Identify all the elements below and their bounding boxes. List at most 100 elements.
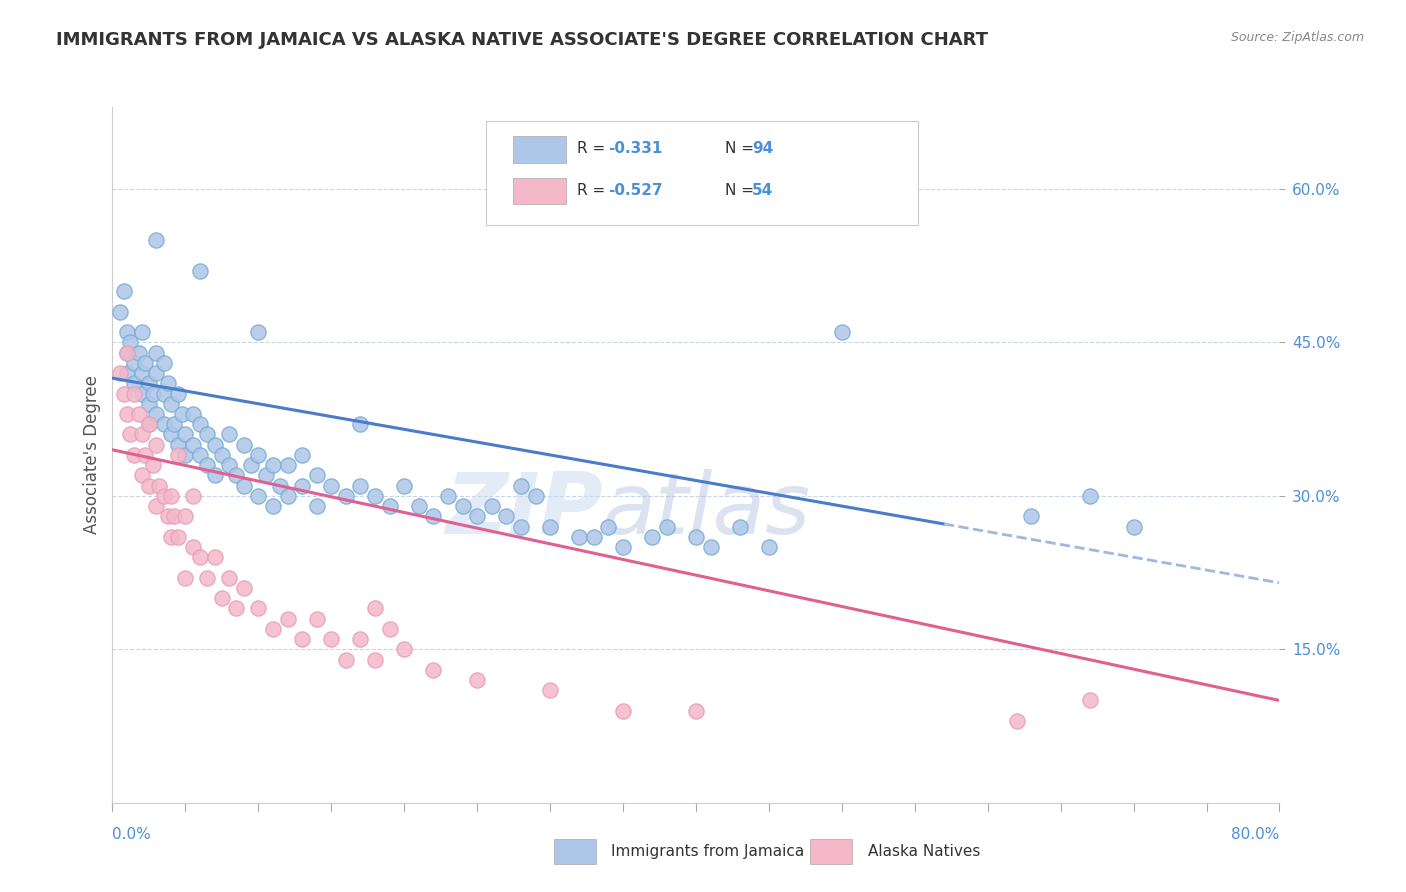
Point — [262, 499, 284, 513]
Point — [152, 417, 174, 432]
Point — [364, 489, 387, 503]
Point — [538, 519, 561, 533]
Point — [291, 632, 314, 646]
Text: Immigrants from Jamaica: Immigrants from Jamaica — [610, 844, 804, 859]
Point — [1078, 693, 1101, 707]
Text: -0.527: -0.527 — [609, 183, 664, 198]
Text: 54: 54 — [752, 183, 773, 198]
Point — [211, 448, 233, 462]
Text: Source: ZipAtlas.com: Source: ZipAtlas.com — [1230, 31, 1364, 45]
Point — [145, 345, 167, 359]
Point — [160, 427, 183, 442]
Text: 80.0%: 80.0% — [1232, 827, 1279, 842]
FancyBboxPatch shape — [486, 121, 918, 226]
Point — [134, 448, 156, 462]
Point — [321, 478, 343, 492]
Point — [291, 448, 314, 462]
Point — [160, 397, 183, 411]
Point — [118, 427, 141, 442]
Point — [225, 601, 247, 615]
Point — [481, 499, 503, 513]
Point — [655, 519, 678, 533]
Point — [437, 489, 460, 503]
Point — [124, 376, 146, 391]
Point — [247, 489, 270, 503]
FancyBboxPatch shape — [554, 839, 596, 864]
Point — [115, 345, 138, 359]
Point — [163, 417, 186, 432]
Point — [138, 478, 160, 492]
Point — [335, 652, 357, 666]
Point — [598, 519, 620, 533]
Point — [699, 540, 721, 554]
Point — [108, 304, 131, 318]
Point — [232, 438, 254, 452]
Point — [422, 663, 444, 677]
Point — [495, 509, 517, 524]
Point — [204, 550, 226, 565]
Point — [160, 489, 183, 503]
Point — [142, 386, 165, 401]
Point — [163, 509, 186, 524]
Point — [181, 438, 204, 452]
Text: IMMIGRANTS FROM JAMAICA VS ALASKA NATIVE ASSOCIATE'S DEGREE CORRELATION CHART: IMMIGRANTS FROM JAMAICA VS ALASKA NATIVE… — [56, 31, 988, 49]
Point — [276, 458, 298, 472]
Point — [108, 366, 131, 380]
Point — [364, 652, 387, 666]
Point — [422, 509, 444, 524]
FancyBboxPatch shape — [513, 178, 567, 204]
Point — [128, 345, 150, 359]
Point — [291, 478, 314, 492]
Point — [131, 386, 153, 401]
Point — [276, 612, 298, 626]
Point — [465, 673, 488, 687]
Point — [685, 704, 707, 718]
Point — [152, 489, 174, 503]
Point — [582, 530, 605, 544]
Point — [160, 530, 183, 544]
Point — [262, 458, 284, 472]
Point — [138, 417, 160, 432]
Text: N =: N = — [725, 183, 759, 198]
Point — [276, 489, 298, 503]
Text: ZIP: ZIP — [444, 469, 603, 552]
Point — [247, 448, 270, 462]
Point — [131, 366, 153, 380]
Text: 0.0%: 0.0% — [112, 827, 152, 842]
Point — [305, 468, 328, 483]
Point — [188, 417, 211, 432]
Text: N =: N = — [725, 141, 759, 156]
Point — [408, 499, 430, 513]
Point — [156, 509, 179, 524]
Point — [148, 478, 170, 492]
Point — [218, 458, 240, 472]
Point — [188, 550, 211, 565]
Point — [538, 683, 561, 698]
Text: Alaska Natives: Alaska Natives — [868, 844, 980, 859]
Point — [174, 448, 197, 462]
Text: R =: R = — [576, 141, 610, 156]
Point — [524, 489, 547, 503]
Point — [305, 499, 328, 513]
Point — [641, 530, 664, 544]
Point — [612, 540, 634, 554]
Point — [181, 540, 204, 554]
Point — [225, 468, 247, 483]
Point — [195, 571, 218, 585]
Point — [254, 468, 277, 483]
Point — [115, 345, 138, 359]
Point — [145, 438, 167, 452]
Point — [685, 530, 707, 544]
Point — [1078, 489, 1101, 503]
Point — [378, 499, 401, 513]
Point — [174, 427, 197, 442]
Point — [195, 458, 218, 472]
Point — [1005, 714, 1028, 728]
Point — [112, 386, 135, 401]
Point — [134, 356, 156, 370]
Point — [145, 499, 167, 513]
Point — [349, 417, 371, 432]
Point — [247, 601, 270, 615]
Point — [138, 376, 160, 391]
Text: atlas: atlas — [603, 469, 811, 552]
